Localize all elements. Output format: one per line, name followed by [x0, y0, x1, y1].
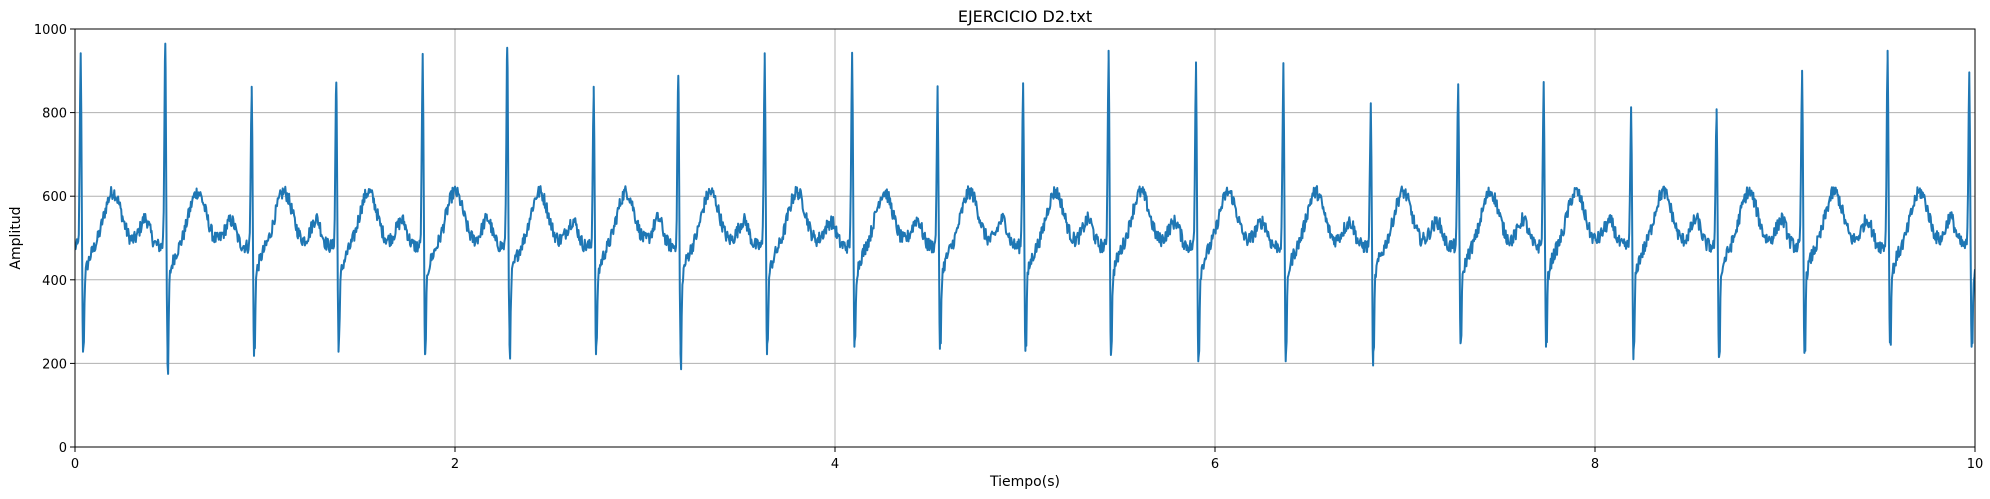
y-tick-label: 200 [42, 357, 67, 372]
x-tick-label: 4 [831, 457, 839, 472]
x-tick-label: 6 [1211, 457, 1219, 472]
y-tick-label: 400 [42, 274, 67, 289]
x-axis-label: Tiempo(s) [989, 474, 1060, 490]
x-axis-ticks: 0 2 4 6 8 10 [71, 447, 1983, 472]
axes-frame [74, 28, 1976, 448]
y-tick-label: 0 [59, 441, 67, 456]
y-axis-ticks: 0 200 400 600 800 1000 [34, 23, 75, 456]
y-axis-label: Amplitud [8, 206, 24, 269]
y-tick-label: 800 [42, 107, 67, 122]
y-tick-label: 1000 [34, 23, 67, 38]
x-tick-label: 8 [1591, 457, 1599, 472]
x-tick-label: 2 [451, 457, 459, 472]
chart-title: EJERCICIO D2.txt [958, 7, 1092, 26]
ecg-signal-line [75, 42, 1975, 375]
x-tick-label: 0 [71, 457, 79, 472]
y-tick-label: 600 [42, 190, 67, 205]
x-tick-label: 10 [1967, 457, 1984, 472]
plot-area [75, 42, 1975, 375]
